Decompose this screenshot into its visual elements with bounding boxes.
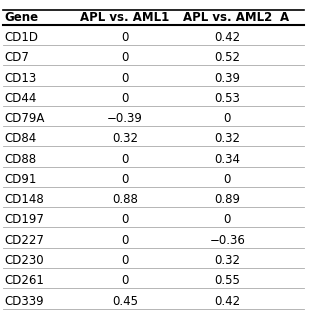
Text: 0: 0: [121, 51, 129, 64]
Text: 0.32: 0.32: [214, 254, 240, 267]
Text: 0: 0: [121, 274, 129, 287]
Text: 0.52: 0.52: [214, 51, 240, 64]
Text: 0.55: 0.55: [214, 274, 240, 287]
Text: 0: 0: [121, 213, 129, 227]
Text: CD13: CD13: [5, 72, 37, 84]
Text: 0: 0: [223, 213, 231, 227]
Text: 0.45: 0.45: [112, 294, 138, 308]
Text: 0.88: 0.88: [112, 193, 138, 206]
Text: CD339: CD339: [5, 294, 44, 308]
Text: CD44: CD44: [5, 92, 37, 105]
Text: 0.32: 0.32: [214, 132, 240, 145]
Text: 0: 0: [121, 31, 129, 44]
Text: 0: 0: [121, 153, 129, 166]
Text: CD7: CD7: [5, 51, 30, 64]
Text: CD227: CD227: [5, 234, 45, 247]
Text: CD197: CD197: [5, 213, 45, 227]
Text: 0.32: 0.32: [112, 132, 138, 145]
Text: CD1D: CD1D: [5, 31, 39, 44]
Text: CD84: CD84: [5, 132, 37, 145]
Text: 0.39: 0.39: [214, 72, 240, 84]
Text: CD261: CD261: [5, 274, 45, 287]
Text: APL vs. AML2: APL vs. AML2: [183, 11, 272, 24]
Text: APL vs. AML1: APL vs. AML1: [80, 11, 169, 24]
Text: Gene: Gene: [5, 11, 39, 24]
Text: 0: 0: [121, 173, 129, 186]
Text: 0.53: 0.53: [214, 92, 240, 105]
Text: A: A: [280, 11, 289, 24]
Text: 0.42: 0.42: [214, 294, 240, 308]
Text: CD91: CD91: [5, 173, 37, 186]
Text: CD88: CD88: [5, 153, 37, 166]
Text: 0.34: 0.34: [214, 153, 240, 166]
Text: −0.39: −0.39: [107, 112, 143, 125]
Text: 0.42: 0.42: [214, 31, 240, 44]
Text: 0: 0: [121, 234, 129, 247]
Text: 0: 0: [223, 173, 231, 186]
Text: 0: 0: [121, 72, 129, 84]
Text: CD230: CD230: [5, 254, 44, 267]
Text: 0: 0: [223, 112, 231, 125]
Text: CD148: CD148: [5, 193, 44, 206]
Text: 0.89: 0.89: [214, 193, 240, 206]
Text: CD79A: CD79A: [5, 112, 45, 125]
Text: 0: 0: [121, 254, 129, 267]
Text: −0.36: −0.36: [209, 234, 245, 247]
Text: 0: 0: [121, 92, 129, 105]
